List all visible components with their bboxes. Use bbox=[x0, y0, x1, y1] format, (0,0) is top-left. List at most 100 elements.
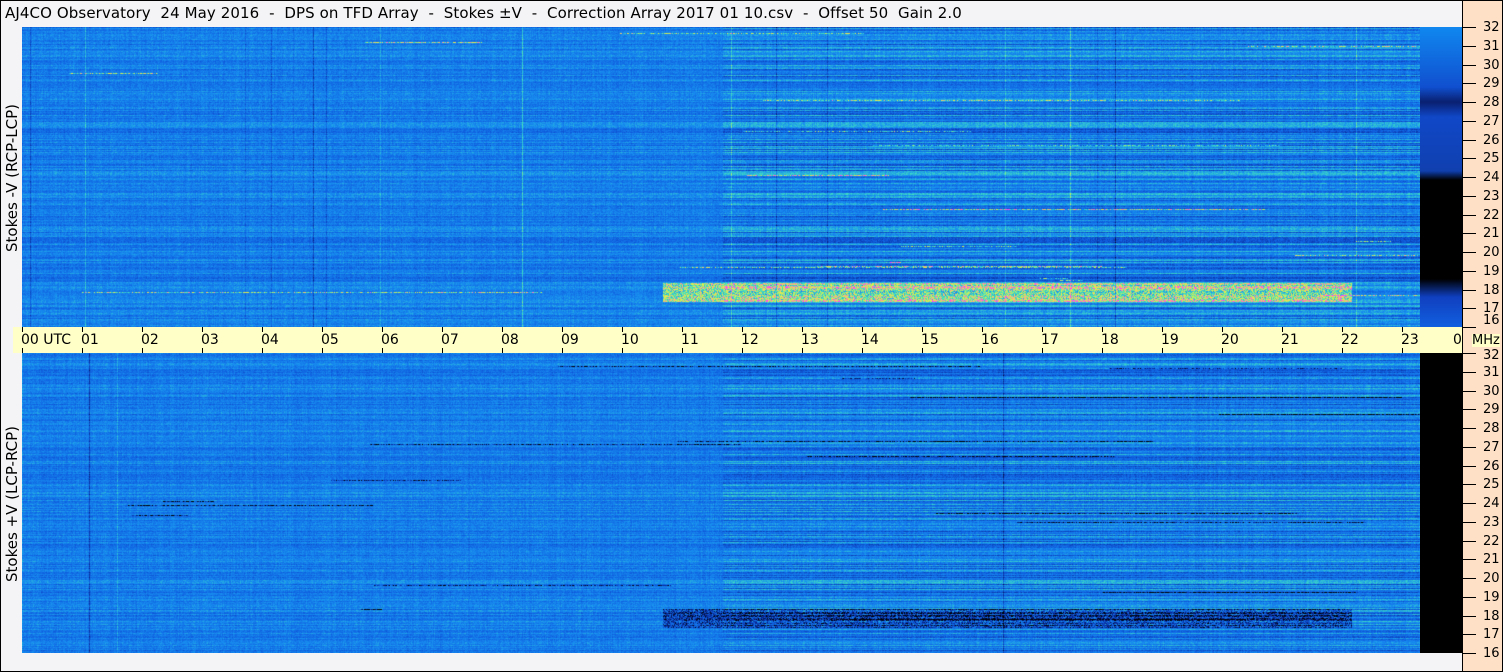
time-tick-mark bbox=[982, 348, 983, 353]
time-tick-mark bbox=[262, 327, 263, 332]
time-tick-mark bbox=[1402, 348, 1403, 353]
time-tick-mark bbox=[1162, 327, 1163, 332]
time-tick-label: 12 bbox=[741, 332, 759, 348]
time-tick-label: 09 bbox=[561, 332, 579, 348]
freq-tick-label: 23 bbox=[1483, 514, 1500, 530]
freq-tick-label: 26 bbox=[1483, 132, 1500, 148]
freq-tick-mark bbox=[1463, 446, 1476, 448]
time-tick-mark bbox=[1402, 327, 1403, 332]
time-tick-mark bbox=[742, 327, 743, 332]
freq-tick-label: 32 bbox=[1483, 20, 1500, 35]
freq-tick-mark bbox=[1463, 308, 1476, 310]
top-spectrogram bbox=[22, 27, 1420, 327]
time-tick-mark bbox=[142, 348, 143, 353]
freq-tick-mark bbox=[1463, 390, 1476, 392]
time-tick-label: 00 UTC bbox=[21, 332, 72, 348]
mhz-unit-label: MHz bbox=[1472, 333, 1500, 348]
freq-tick-mark bbox=[1463, 428, 1476, 429]
time-tick-mark bbox=[1342, 348, 1343, 353]
freq-tick-mark bbox=[1463, 578, 1476, 579]
time-tick-label: 15 bbox=[921, 332, 939, 348]
freq-tick-label: 26 bbox=[1483, 458, 1500, 474]
time-tick-mark bbox=[922, 348, 923, 353]
freq-tick-mark bbox=[1463, 596, 1476, 598]
time-tick-mark bbox=[502, 327, 503, 332]
time-tick-mark bbox=[322, 348, 323, 353]
time-tick-label: 20 bbox=[1221, 332, 1239, 348]
freq-tick-label: 22 bbox=[1483, 533, 1500, 549]
freq-tick-mark bbox=[1463, 83, 1476, 85]
freq-tick-mark bbox=[1463, 139, 1476, 141]
time-tick-label: 01 bbox=[81, 332, 99, 348]
time-tick-mark bbox=[622, 348, 623, 353]
time-tick-label: 13 bbox=[801, 332, 819, 348]
time-tick-label: 10 bbox=[621, 332, 639, 348]
freq-tick-label: 20 bbox=[1483, 571, 1500, 586]
time-tick-mark bbox=[1042, 327, 1043, 332]
freq-tick-mark bbox=[1463, 158, 1476, 160]
bottom-intensity-strip bbox=[1420, 353, 1462, 653]
time-tick-label: 07 bbox=[441, 332, 459, 348]
time-tick-mark bbox=[142, 327, 143, 332]
time-tick-mark bbox=[982, 327, 983, 332]
freq-tick-mark bbox=[1463, 521, 1476, 523]
time-tick-mark bbox=[1222, 348, 1223, 353]
freq-tick-label: 18 bbox=[1483, 282, 1500, 298]
freq-tick-label: 19 bbox=[1483, 263, 1500, 279]
time-tick-mark bbox=[502, 348, 503, 353]
freq-tick-label: 27 bbox=[1483, 113, 1500, 129]
freq-tick-label: 22 bbox=[1483, 207, 1500, 223]
freq-tick-mark bbox=[1463, 289, 1476, 291]
freq-tick-label: 21 bbox=[1483, 226, 1500, 242]
time-tick-mark bbox=[1102, 348, 1103, 353]
freq-tick-label: 19 bbox=[1483, 589, 1500, 605]
freq-tick-label: 25 bbox=[1483, 477, 1500, 493]
freq-tick-label: 31 bbox=[1483, 38, 1500, 54]
time-tick-mark bbox=[862, 327, 863, 332]
freq-tick-label: 25 bbox=[1483, 151, 1500, 167]
time-tick-label: 11 bbox=[681, 332, 699, 348]
freq-tick-label: 24 bbox=[1483, 496, 1500, 511]
freq-tick-mark bbox=[1463, 252, 1476, 253]
freq-tick-label: 31 bbox=[1483, 364, 1500, 380]
time-tick-label: 02 bbox=[141, 332, 159, 348]
time-tick-mark bbox=[682, 327, 683, 332]
time-tick-label: 19 bbox=[1161, 332, 1179, 348]
time-tick-mark bbox=[1222, 327, 1223, 332]
freq-tick-label: 17 bbox=[1483, 627, 1500, 643]
freq-tick-mark bbox=[1463, 634, 1476, 636]
freq-tick-mark bbox=[1463, 409, 1476, 411]
time-tick-mark bbox=[1282, 348, 1283, 353]
freq-tick-label: 29 bbox=[1483, 402, 1500, 418]
bottom-spectrogram bbox=[22, 353, 1420, 653]
freq-tick-label: 21 bbox=[1483, 552, 1500, 568]
freq-tick-label: 30 bbox=[1483, 57, 1500, 73]
time-tick-mark bbox=[1162, 348, 1163, 353]
freq-tick-label: 24 bbox=[1483, 170, 1500, 185]
time-tick-mark bbox=[82, 348, 83, 353]
freq-tick-mark bbox=[1463, 465, 1476, 467]
time-tick-mark bbox=[1102, 327, 1103, 332]
freq-tick-mark bbox=[1463, 353, 1476, 354]
freq-tick-label: 27 bbox=[1483, 439, 1500, 455]
freq-tick-label: 28 bbox=[1483, 95, 1500, 110]
time-tick-mark bbox=[202, 327, 203, 332]
time-tick-mark bbox=[442, 327, 443, 332]
bottom-panel-ylabel: Stokes +V (LCP-RCP) bbox=[3, 426, 21, 582]
time-tick-label: 06 bbox=[381, 332, 399, 348]
time-tick-label: 16 bbox=[981, 332, 999, 348]
time-tick-mark bbox=[82, 327, 83, 332]
freq-tick-mark bbox=[1463, 503, 1476, 504]
time-tick-mark bbox=[562, 327, 563, 332]
freq-tick-mark bbox=[1463, 102, 1476, 103]
freq-tick-label: 20 bbox=[1483, 245, 1500, 260]
freq-tick-label: 29 bbox=[1483, 76, 1500, 92]
freq-tick-label: 16 bbox=[1483, 646, 1500, 661]
time-tick-mark bbox=[1282, 327, 1283, 332]
freq-tick-label: 23 bbox=[1483, 188, 1500, 204]
top-panel-ylabel: Stokes -V (RCP-LCP) bbox=[3, 104, 21, 252]
time-tick-mark bbox=[322, 327, 323, 332]
freq-tick-label: 30 bbox=[1483, 383, 1500, 399]
time-tick-mark bbox=[622, 327, 623, 332]
